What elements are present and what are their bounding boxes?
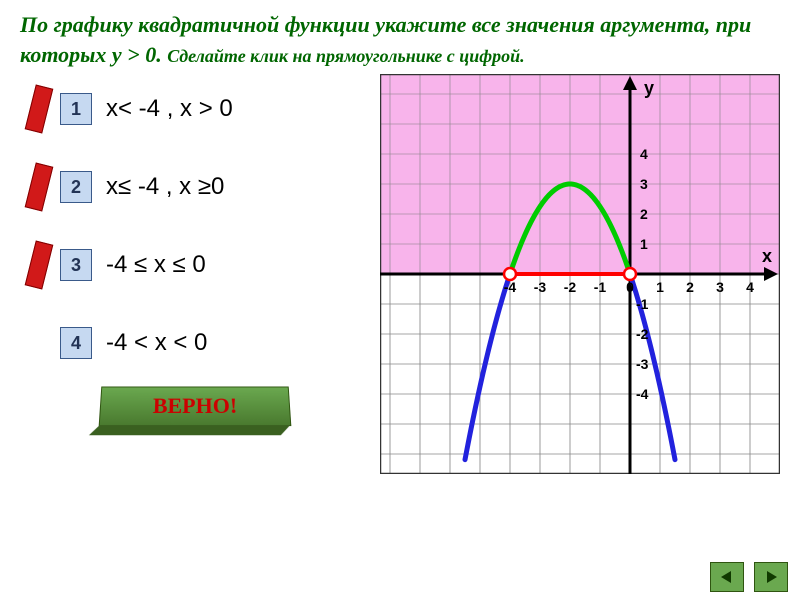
answer-row: 4 -4 < x < 0 [30, 318, 380, 368]
answer-row: 3 -4 ≤ x ≤ 0 [30, 240, 380, 290]
svg-text:3: 3 [716, 279, 724, 295]
answer-text: -4 ≤ x ≤ 0 [106, 251, 206, 279]
wrong-icon [25, 241, 54, 290]
svg-text:3: 3 [640, 176, 648, 192]
answer-num-box[interactable]: 1 [60, 93, 92, 125]
question-sub: Сделайте клик на прямоугольнике с цифрой… [167, 46, 524, 66]
svg-text:4: 4 [746, 279, 754, 295]
svg-text:-4: -4 [636, 386, 649, 402]
svg-text:2: 2 [640, 206, 648, 222]
svg-text:1: 1 [640, 236, 648, 252]
svg-text:y: y [644, 78, 654, 98]
answer-num-box[interactable]: 2 [60, 171, 92, 203]
svg-text:0: 0 [626, 279, 634, 295]
nav-arrows [710, 562, 788, 592]
svg-text:2: 2 [686, 279, 694, 295]
svg-text:1: 1 [656, 279, 664, 295]
correct-label: ВЕРНО! [152, 394, 237, 420]
wrong-icon [25, 85, 54, 134]
svg-text:-3: -3 [636, 356, 649, 372]
chart: -4-3-2-1012341234-1-2-3-4xy [380, 74, 780, 474]
svg-text:-1: -1 [636, 296, 649, 312]
svg-text:-2: -2 [636, 326, 649, 342]
svg-text:-2: -2 [564, 279, 577, 295]
svg-text:4: 4 [640, 146, 648, 162]
prev-button[interactable] [710, 562, 744, 592]
answer-text: x< -4 , x > 0 [106, 95, 233, 123]
answer-text: x≤ -4 , x ≥0 [106, 173, 224, 201]
answer-text: -4 < x < 0 [106, 329, 207, 357]
answer-row: 1 x< -4 , x > 0 [30, 84, 380, 134]
answers-block: 1 x< -4 , x > 0 2 x≤ -4 , x ≥0 3 -4 ≤ x … [0, 74, 380, 474]
content-area: 1 x< -4 , x > 0 2 x≤ -4 , x ≥0 3 -4 ≤ x … [0, 74, 800, 474]
chart-svg: -4-3-2-1012341234-1-2-3-4xy [380, 74, 780, 474]
answer-num-box[interactable]: 4 [60, 327, 92, 359]
wrong-icon [25, 163, 54, 212]
svg-text:-1: -1 [594, 279, 607, 295]
next-button[interactable] [754, 562, 788, 592]
answer-row: 2 x≤ -4 , x ≥0 [30, 162, 380, 212]
answer-num-box[interactable]: 3 [60, 249, 92, 281]
question-block: По графику квадратичной функции укажите … [0, 0, 800, 74]
correct-banner: ВЕРНО! [99, 387, 292, 427]
svg-text:x: x [762, 246, 772, 266]
svg-text:-3: -3 [534, 279, 547, 295]
svg-text:-4: -4 [504, 279, 517, 295]
